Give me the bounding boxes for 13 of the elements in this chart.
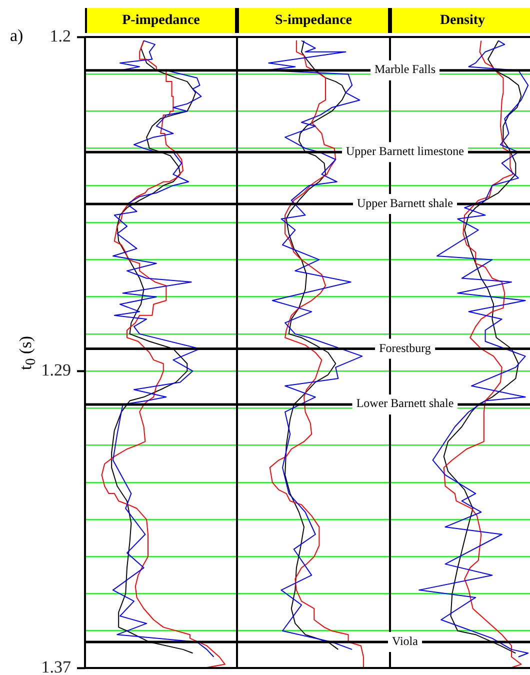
ref-line-label: Upper Barnett shale <box>353 195 457 212</box>
chart-title: Density <box>390 8 530 33</box>
ref-line-label: Forestburg <box>375 340 435 356</box>
text: a) <box>10 26 24 46</box>
ref-line-label: Upper Barnett limestone <box>342 143 468 160</box>
y-tick-label: 1.37 <box>41 657 72 675</box>
chart-title: S-impedance <box>237 8 390 33</box>
chart-title: P-impedance <box>85 8 237 33</box>
y-tick-label: 1.2 <box>50 26 71 46</box>
y-tick-label: 1.29 <box>41 360 71 380</box>
ref-line-label: Marble Falls <box>370 61 440 78</box>
ref-line-label: Lower Barnett shale <box>352 395 458 412</box>
ref-line-label: Viola <box>388 633 422 650</box>
